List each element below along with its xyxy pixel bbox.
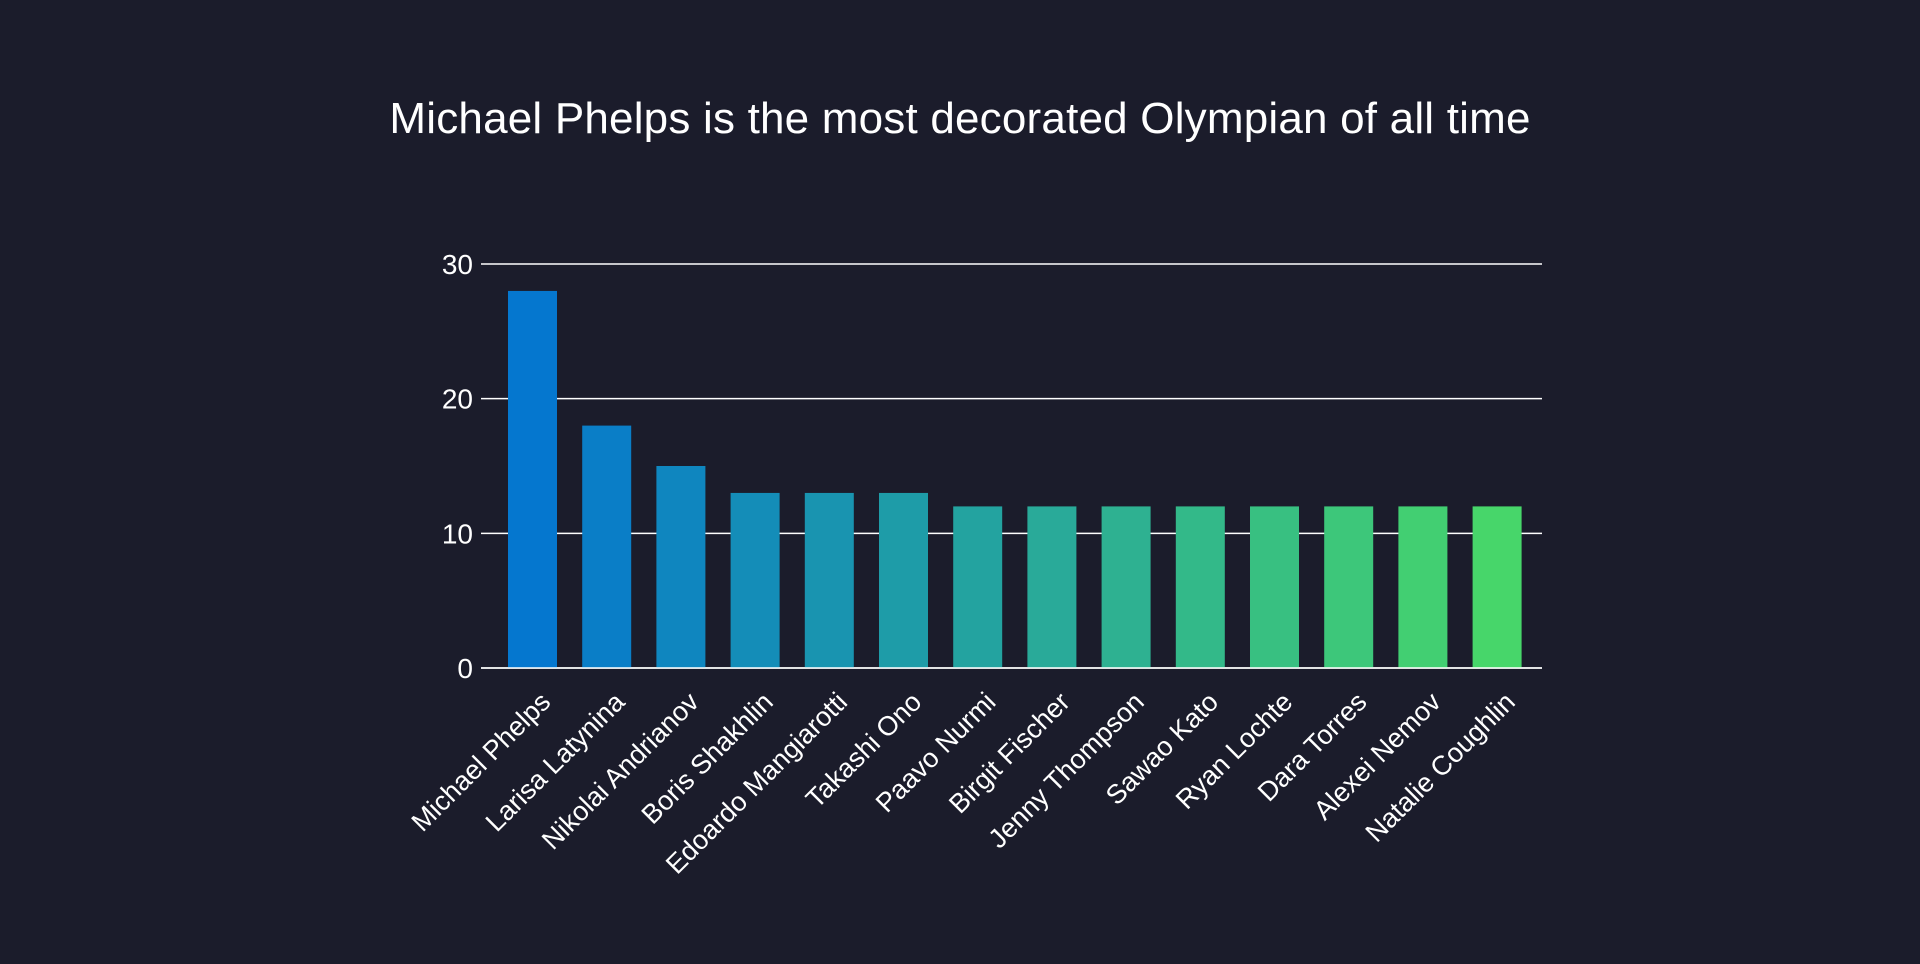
bar-alexei-nemov <box>1398 506 1448 668</box>
gridlines <box>481 263 1542 669</box>
bar-ryan-lochte <box>1250 506 1299 668</box>
bar-michael-phelps <box>508 290 557 668</box>
chart-title: Michael Phelps is the most decorated Oly… <box>389 94 1531 143</box>
bar-natalie-coughlin <box>1472 506 1522 668</box>
y-tick-label: 10 <box>442 518 473 549</box>
bar-takashi-ono <box>879 492 928 668</box>
bar-sawao-kato <box>1175 506 1225 668</box>
bars <box>508 290 1522 668</box>
bar-edoardo-mangiarotti <box>804 492 854 668</box>
bar-larisa-latynina <box>582 425 632 668</box>
y-tick-label: 20 <box>442 384 473 415</box>
y-axis-ticks: 0 10 20 30 <box>442 249 473 684</box>
bar-jenny-thompson <box>1101 506 1151 668</box>
y-tick-label: 0 <box>457 653 473 684</box>
bar-dara-torres <box>1324 506 1374 668</box>
bar-boris-shakhlin <box>730 492 780 668</box>
bar-paavo-nurmi <box>953 506 1003 668</box>
bar-nikolai-andrianov <box>656 466 706 668</box>
x-category-label: Alexei Nemov <box>1308 686 1447 825</box>
y-tick-label: 30 <box>442 249 473 280</box>
bar-birgit-fischer <box>1027 506 1077 668</box>
x-category-label: Boris Shakhlin <box>636 687 779 830</box>
